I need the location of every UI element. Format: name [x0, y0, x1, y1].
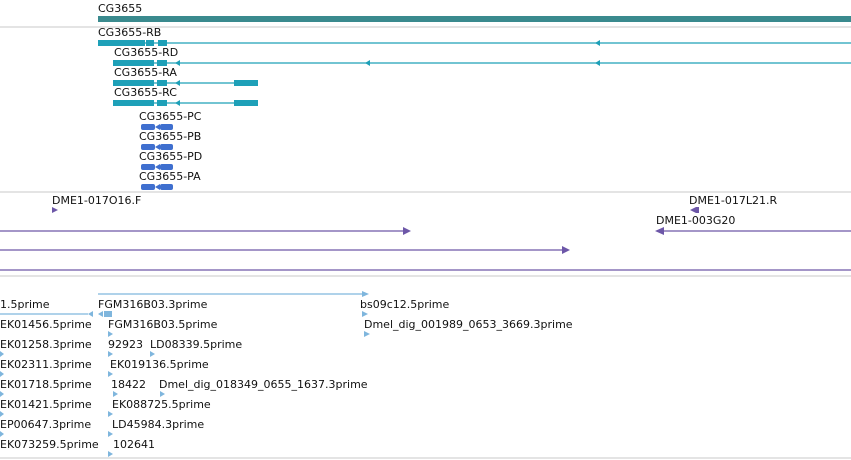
est-label[interactable]: EK073259.5prime: [0, 438, 99, 451]
est-marker[interactable]: [108, 451, 113, 457]
est-label[interactable]: FGM316B03.3prime: [98, 298, 208, 311]
transcript-label[interactable]: CG3655-RC: [114, 86, 177, 99]
transcript-ra-glyph[interactable]: [113, 80, 258, 86]
est-row-1-glyph[interactable]: [0, 311, 368, 317]
est-label[interactable]: Dmel_dig_001989_0653_3669.3prime: [364, 318, 573, 331]
transcript-label[interactable]: CG3655-RB: [98, 26, 162, 39]
protein-pd-glyph[interactable]: [141, 164, 173, 170]
est-label[interactable]: EK019136.5prime: [110, 358, 209, 371]
est-label[interactable]: 92923: [108, 338, 143, 351]
est-label[interactable]: 18422: [111, 378, 146, 391]
est-marker[interactable]: [364, 331, 370, 337]
est-marker[interactable]: [0, 351, 4, 357]
est-marker[interactable]: [113, 391, 118, 397]
transcript-rb-glyph[interactable]: [98, 40, 851, 46]
bac-end-label[interactable]: DME1-003G20: [656, 214, 736, 227]
protein-label[interactable]: CG3655-PA: [139, 170, 201, 183]
transcript-rc-glyph[interactable]: [113, 100, 258, 106]
est-long-arrow[interactable]: [98, 291, 369, 297]
protein-label[interactable]: CG3655-PD: [139, 150, 203, 163]
est-marker[interactable]: [108, 351, 113, 357]
transcript-rd-glyph[interactable]: [113, 60, 851, 66]
bac-line-1[interactable]: [0, 227, 411, 235]
est-marker[interactable]: [108, 371, 113, 377]
est-label[interactable]: bs09c12.5prime: [360, 298, 450, 311]
est-label[interactable]: EK01258.3prime: [0, 338, 92, 351]
est-marker[interactable]: [150, 351, 155, 357]
bac-end-017l21-marker[interactable]: [690, 207, 699, 213]
est-label[interactable]: LD45984.3prime: [112, 418, 205, 431]
est-marker[interactable]: [108, 331, 113, 337]
protein-pc-glyph[interactable]: [141, 124, 173, 130]
est-marker[interactable]: [0, 431, 4, 437]
gene-label[interactable]: CG3655: [98, 2, 143, 15]
est-marker[interactable]: [0, 391, 4, 397]
bac-line-2[interactable]: [0, 246, 570, 254]
est-marker[interactable]: [0, 411, 4, 417]
transcript-label[interactable]: CG3655-RD: [114, 46, 179, 59]
est-label[interactable]: EK088725.5prime: [112, 398, 211, 411]
bac-end-017o16-marker[interactable]: [52, 207, 58, 213]
protein-pb-glyph[interactable]: [141, 144, 173, 150]
protein-label[interactable]: CG3655-PB: [139, 130, 202, 143]
est-label[interactable]: 102641: [113, 438, 155, 451]
bac-end-label[interactable]: DME1-017O16.F: [52, 194, 142, 207]
gene-bar-cg3655[interactable]: [98, 16, 851, 22]
est-label[interactable]: EP00647.3prime: [0, 418, 92, 431]
transcript-label[interactable]: CG3655-RA: [114, 66, 177, 79]
bac-end-003g20-glyph[interactable]: [655, 227, 851, 235]
est-label[interactable]: 1.5prime: [0, 298, 50, 311]
est-marker[interactable]: [108, 431, 113, 437]
protein-pa-glyph[interactable]: [141, 184, 173, 190]
est-label[interactable]: Dmel_dig_018349_0655_1637.3prime: [159, 378, 368, 391]
est-label[interactable]: LD08339.5prime: [150, 338, 243, 351]
est-marker[interactable]: [0, 371, 4, 377]
est-label[interactable]: EK02311.3prime: [0, 358, 92, 371]
protein-label[interactable]: CG3655-PC: [139, 110, 202, 123]
est-label[interactable]: EK01421.5prime: [0, 398, 92, 411]
est-label[interactable]: FGM316B03.5prime: [108, 318, 218, 331]
est-label[interactable]: EK01718.5prime: [0, 378, 92, 391]
bac-end-label[interactable]: DME1-017L21.R: [689, 194, 778, 207]
est-marker[interactable]: [160, 391, 165, 397]
est-label[interactable]: EK01456.5prime: [0, 318, 92, 331]
est-marker[interactable]: [108, 411, 113, 417]
